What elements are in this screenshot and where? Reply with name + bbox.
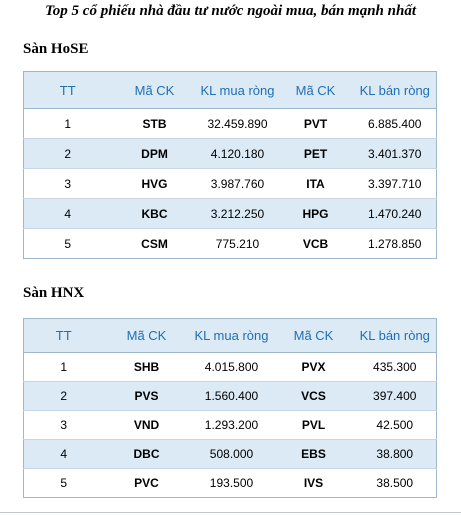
rank-cell: 1 <box>23 108 112 139</box>
buy-code-cell: DPM <box>111 138 198 169</box>
hnx-table: TT Mã CK KL mua ròng Mã CK KL bán ròng 1… <box>23 318 437 498</box>
table-row: 1 STB 32.459.890 PVT 6.885.400 <box>23 108 437 139</box>
buy-volume-cell: 1.293.200 <box>189 410 274 440</box>
table-row: 4 KBC 3.212.250 HPG 1.470.240 <box>23 198 437 229</box>
sell-volume-cell: 38.800 <box>353 439 437 469</box>
rank-cell: 3 <box>23 410 104 440</box>
rank-cell: 2 <box>23 381 104 411</box>
sell-volume-cell: 42.500 <box>353 410 437 440</box>
rank-cell: 1 <box>23 352 104 382</box>
rank-cell: 3 <box>23 168 112 199</box>
hose-table: TT Mã CK KL mua ròng Mã CK KL bán ròng 1… <box>23 71 437 259</box>
buy-code-cell: CSM <box>111 228 198 259</box>
buy-volume-cell: 508.000 <box>189 439 274 469</box>
hnx-header-row: TT Mã CK KL mua ròng Mã CK KL bán ròng <box>23 318 437 353</box>
rank-cell: 5 <box>23 468 104 498</box>
header-net-buy-volume: KL mua ròng <box>197 71 278 109</box>
header-net-sell-volume: KL bán ròng <box>353 318 437 353</box>
buy-volume-cell: 32.459.890 <box>197 108 278 139</box>
sell-volume-cell: 38.500 <box>353 468 437 498</box>
table-row: 5 PVC 193.500 IVS 38.500 <box>23 468 437 498</box>
buy-code-cell: PVC <box>103 468 190 498</box>
sell-code-cell: IVS <box>273 468 354 498</box>
buy-volume-cell: 775.210 <box>197 228 278 259</box>
header-tt: TT <box>23 71 112 109</box>
buy-volume-cell: 3.212.250 <box>197 198 278 229</box>
rank-cell: 4 <box>23 198 112 229</box>
buy-code-cell: KBC <box>111 198 198 229</box>
sell-volume-cell: 3.397.710 <box>353 168 437 199</box>
header-buy-code: Mã CK <box>103 318 190 353</box>
sell-volume-cell: 397.400 <box>353 381 437 411</box>
buy-code-cell: PVS <box>103 381 190 411</box>
bottom-divider <box>0 512 461 513</box>
sell-code-cell: PVT <box>277 108 354 139</box>
sell-code-cell: VCB <box>277 228 354 259</box>
buy-volume-cell: 193.500 <box>189 468 274 498</box>
buy-volume-cell: 4.120.180 <box>197 138 278 169</box>
buy-code-cell: SHB <box>103 352 190 382</box>
sell-volume-cell: 3.401.370 <box>353 138 437 169</box>
buy-volume-cell: 1.560.400 <box>189 381 274 411</box>
sell-volume-cell: 6.885.400 <box>353 108 437 139</box>
hose-header-row: TT Mã CK KL mua ròng Mã CK KL bán ròng <box>23 71 437 109</box>
header-net-buy-volume: KL mua ròng <box>189 318 274 353</box>
hnx-section-label: Sàn HNX <box>23 285 85 301</box>
table-row: 3 HVG 3.987.760 ITA 3.397.710 <box>23 168 437 199</box>
sell-code-cell: HPG <box>277 198 354 229</box>
sell-volume-cell: 1.470.240 <box>353 198 437 229</box>
rank-cell: 5 <box>23 228 112 259</box>
header-net-sell-volume: KL bán ròng <box>353 71 437 109</box>
header-sell-code: Mã CK <box>277 71 354 109</box>
sell-code-cell: PVX <box>273 352 354 382</box>
buy-volume-cell: 3.987.760 <box>197 168 278 199</box>
buy-code-cell: VND <box>103 410 190 440</box>
header-buy-code: Mã CK <box>111 71 198 109</box>
rank-cell: 4 <box>23 439 104 469</box>
sell-code-cell: EBS <box>273 439 354 469</box>
sell-volume-cell: 1.278.850 <box>353 228 437 259</box>
buy-code-cell: STB <box>111 108 198 139</box>
table-row: 2 DPM 4.120.180 PET 3.401.370 <box>23 138 437 169</box>
table-row: 5 CSM 775.210 VCB 1.278.850 <box>23 228 437 259</box>
header-sell-code: Mã CK <box>273 318 354 353</box>
table-row: 4 DBC 508.000 EBS 38.800 <box>23 439 437 469</box>
sell-volume-cell: 435.300 <box>353 352 437 382</box>
page-title: Top 5 cổ phiếu nhà đầu tư nước ngoài mua… <box>45 3 416 19</box>
sell-code-cell: ITA <box>277 168 354 199</box>
buy-volume-cell: 4.015.800 <box>189 352 274 382</box>
table-row: 3 VND 1.293.200 PVL 42.500 <box>23 410 437 440</box>
sell-code-cell: PET <box>277 138 354 169</box>
hose-section-label: Sàn HoSE <box>23 41 89 57</box>
buy-code-cell: HVG <box>111 168 198 199</box>
table-row: 1 SHB 4.015.800 PVX 435.300 <box>23 352 437 382</box>
table-row: 2 PVS 1.560.400 VCS 397.400 <box>23 381 437 411</box>
header-tt: TT <box>23 318 104 353</box>
sell-code-cell: PVL <box>273 410 354 440</box>
sell-code-cell: VCS <box>273 381 354 411</box>
buy-code-cell: DBC <box>103 439 190 469</box>
rank-cell: 2 <box>23 138 112 169</box>
